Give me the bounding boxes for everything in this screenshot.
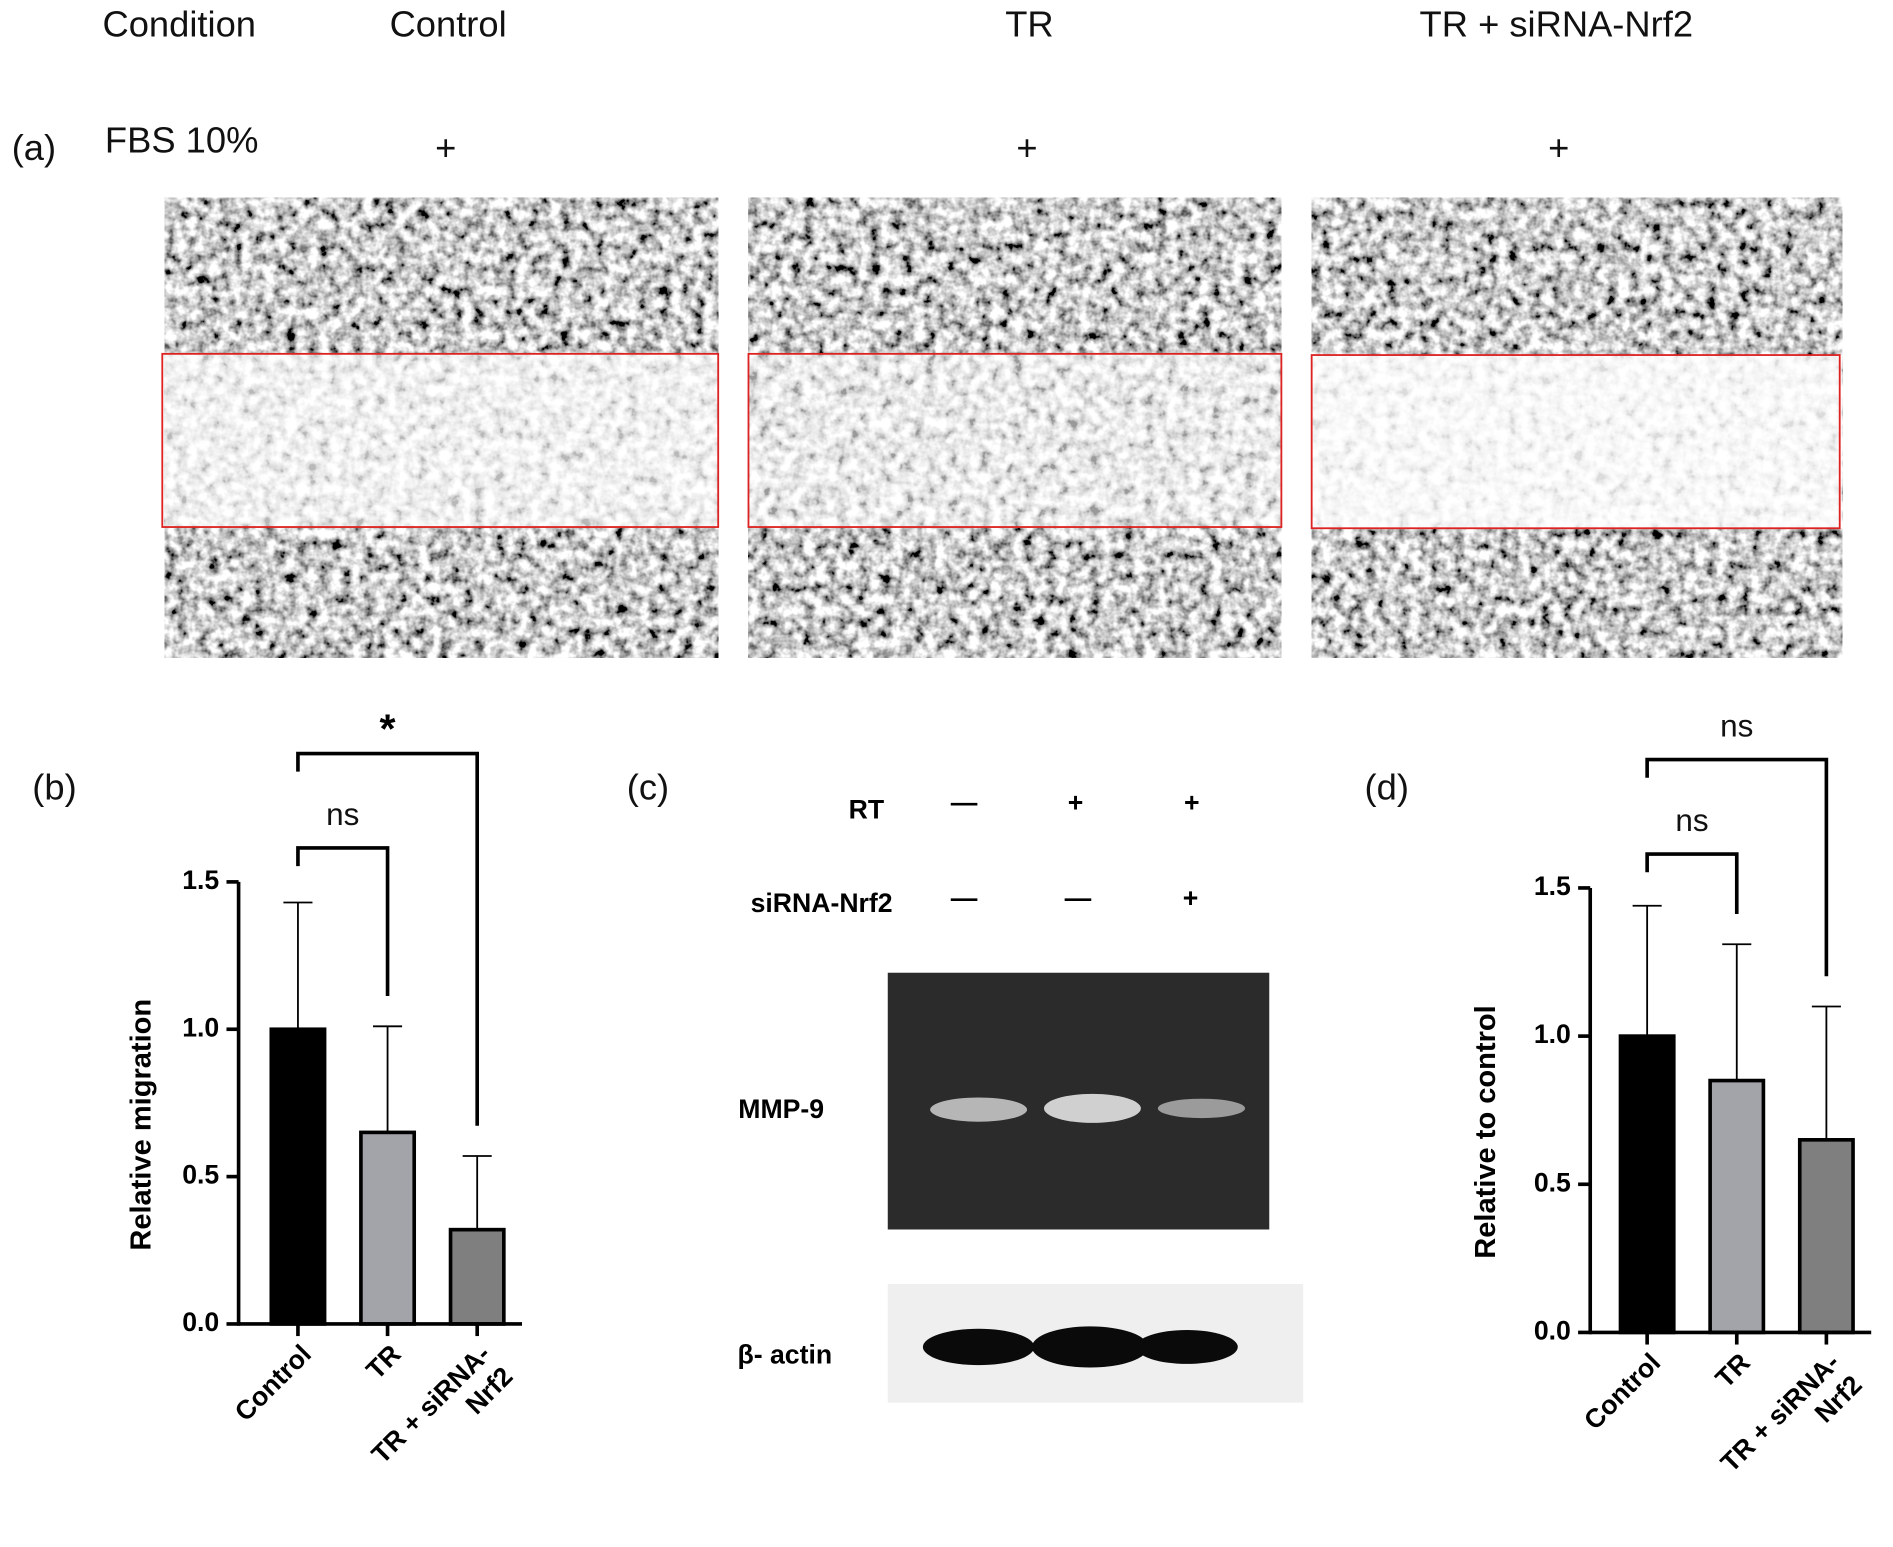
condition-label: TR (1005, 3, 1053, 44)
band-label: MMP-9 (738, 1094, 824, 1124)
gel-band (930, 1097, 1028, 1122)
significance-bracket (296, 846, 390, 997)
wound-area (1311, 355, 1843, 529)
wound-box (1310, 354, 1841, 530)
row-value: + (435, 127, 456, 168)
y-tick-label: 1.5 (182, 865, 219, 895)
y-tick-label: 1.0 (1534, 1019, 1571, 1049)
condition-label: TR + siRNA-Nrf2 (1420, 3, 1694, 44)
panel-a: Condition Control TR TR + siRNA-Nrf2 (a)… (12, 3, 1843, 658)
error-bar (373, 1025, 403, 1133)
bar (1618, 1034, 1676, 1335)
bar-chart: (b)Relative migration0.00.51.01.5Control… (32, 706, 522, 1469)
y-tick-label: 0.0 (1534, 1315, 1571, 1345)
gel-band (1157, 1098, 1246, 1119)
sign: + (1183, 883, 1199, 913)
wound-box (747, 352, 1283, 528)
bar (1797, 1138, 1855, 1335)
y-tick-label: 1.0 (182, 1012, 219, 1042)
row-label: RT (849, 795, 885, 825)
significance-label: ns (1675, 803, 1708, 838)
bar (1708, 1078, 1766, 1335)
blot-band (1136, 1330, 1238, 1364)
error-bar (1722, 943, 1752, 1081)
significance-bracket (296, 751, 480, 1126)
error-bar (1632, 904, 1662, 1037)
wound-area (164, 353, 719, 528)
sign: — (951, 883, 978, 913)
wound-area (748, 353, 1282, 528)
gel-band (1043, 1093, 1141, 1123)
significance-bracket (1645, 757, 1829, 977)
row-value: + (1016, 127, 1037, 168)
y-axis-title: Relative migration (126, 999, 158, 1251)
wound-box (161, 352, 720, 528)
y-axis-title: Relative to control (1470, 1005, 1502, 1258)
condition-label: Control (390, 3, 507, 44)
sign: — (1065, 883, 1092, 913)
blot-band (1031, 1326, 1149, 1368)
y-tick-label: 0.5 (182, 1160, 219, 1190)
row-label: siRNA-Nrf2 (751, 888, 893, 918)
significance-label: ns (1720, 708, 1753, 743)
sign: — (951, 787, 978, 817)
sign: + (1184, 787, 1200, 817)
panel-c: (c) RT — + + siRNA-Nrf2 — — + MMP-9 β- a… (627, 766, 1304, 1403)
significance-bracket (1645, 852, 1739, 914)
significance-label: * (380, 706, 396, 752)
bar (359, 1130, 417, 1326)
y-tick-label: 0.5 (1534, 1167, 1571, 1197)
bar-chart: (d)Relative to control0.00.51.01.5Contro… (1365, 708, 1872, 1478)
error-bar (462, 1155, 492, 1230)
significance-label: ns (326, 797, 359, 832)
bar (448, 1227, 506, 1326)
panel-label: (c) (627, 766, 669, 807)
panel-label: (d) (1365, 766, 1409, 807)
header-label: Condition (102, 3, 256, 44)
row-value: + (1548, 127, 1569, 168)
y-tick-label: 0.0 (182, 1307, 219, 1337)
blot-band (922, 1328, 1035, 1366)
error-bar (283, 901, 313, 1030)
row-label: FBS 10% (105, 120, 258, 161)
band-label: β- actin (737, 1340, 832, 1370)
y-tick-label: 1.5 (1534, 871, 1571, 901)
sign: + (1068, 787, 1084, 817)
panel-label: (a) (12, 127, 56, 168)
panel-label: (b) (32, 766, 76, 807)
error-bar (1811, 1005, 1841, 1140)
bar (269, 1027, 327, 1326)
